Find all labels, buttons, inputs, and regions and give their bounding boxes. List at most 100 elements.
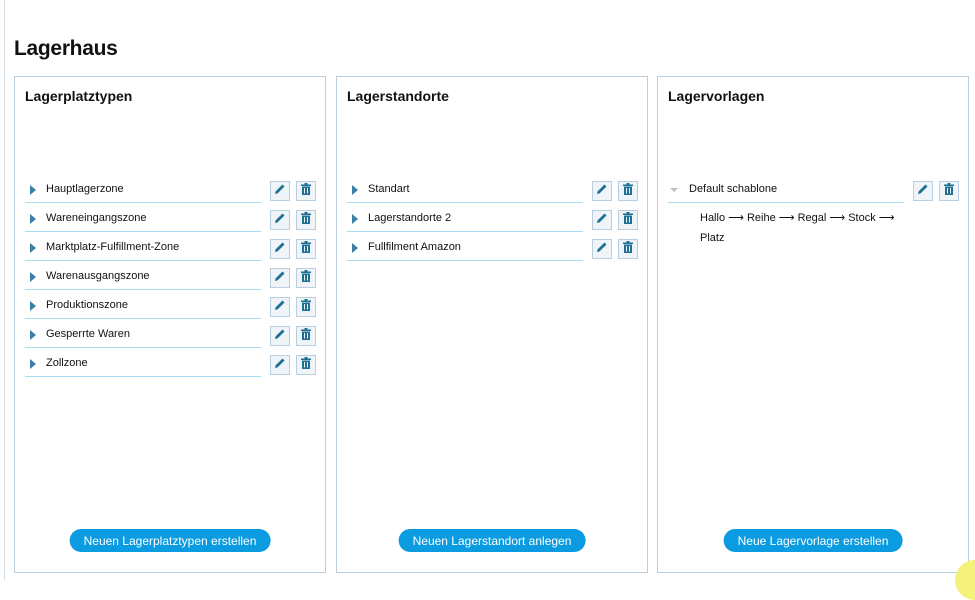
pencil-icon xyxy=(274,269,286,287)
delete-button[interactable] xyxy=(296,268,316,288)
list-item[interactable]: Wareneingangszone xyxy=(25,207,316,236)
page-left-border xyxy=(4,0,5,580)
list-item[interactable]: Marktplatz-Fulfillment-Zone xyxy=(25,236,316,265)
caret-right-icon[interactable] xyxy=(352,214,358,224)
edit-button[interactable] xyxy=(270,326,290,346)
pencil-icon xyxy=(917,182,929,200)
pencil-icon xyxy=(274,327,286,345)
edit-button[interactable] xyxy=(270,239,290,259)
panel-title: Lagerplatztypen xyxy=(25,88,133,104)
edit-button[interactable] xyxy=(913,181,933,201)
template-path: Hallo ⟶ Reihe ⟶ Regal ⟶ Stock ⟶ Platz xyxy=(700,212,895,244)
trash-icon xyxy=(301,211,311,229)
delete-button[interactable] xyxy=(296,297,316,317)
trash-icon xyxy=(301,356,311,374)
caret-down-icon[interactable] xyxy=(670,188,678,192)
delete-button[interactable] xyxy=(618,181,638,201)
list-item[interactable]: Hauptlagerzone xyxy=(25,178,316,207)
trash-icon xyxy=(301,269,311,287)
list-item[interactable]: Gesperrte Waren xyxy=(25,323,316,352)
edit-button[interactable] xyxy=(270,297,290,317)
page-title: Lagerhaus xyxy=(14,37,118,60)
panel-title: Lagerstandorte xyxy=(347,88,449,104)
caret-right-icon[interactable] xyxy=(352,185,358,195)
create-button[interactable]: Neuen Lagerstandort anlegen xyxy=(398,529,586,552)
edit-button[interactable] xyxy=(270,268,290,288)
list-item[interactable]: Standart xyxy=(347,178,638,207)
item-name: Standart xyxy=(368,183,410,195)
panel-lagerstandorte: Lagerstandorte Standart Lagerstandorte 2 … xyxy=(336,76,648,573)
pencil-icon xyxy=(274,182,286,200)
delete-button[interactable] xyxy=(618,239,638,259)
pencil-icon xyxy=(596,211,608,229)
item-label[interactable]: Hauptlagerzone xyxy=(25,178,261,203)
pencil-icon xyxy=(274,211,286,229)
list-item[interactable]: Lagerstandorte 2 xyxy=(347,207,638,236)
item-name: Hauptlagerzone xyxy=(46,183,124,195)
delete-button[interactable] xyxy=(939,181,959,201)
item-name: Wareneingangszone xyxy=(46,212,147,224)
list-item[interactable]: Produktionszone xyxy=(25,294,316,323)
list-item[interactable]: Default schablone xyxy=(668,178,959,207)
item-list: Hauptlagerzone Wareneingangszone Marktpl… xyxy=(25,178,316,381)
edit-button[interactable] xyxy=(270,355,290,375)
pencil-icon xyxy=(274,298,286,316)
panel-lagervorlagen: Lagervorlagen Default schablone Hallo ⟶ R… xyxy=(657,76,969,573)
caret-right-icon[interactable] xyxy=(352,243,358,253)
trash-icon xyxy=(623,182,633,200)
item-label[interactable]: Standart xyxy=(347,178,583,203)
delete-button[interactable] xyxy=(296,326,316,346)
pencil-icon xyxy=(274,356,286,374)
item-name: Warenausgangszone xyxy=(46,270,150,282)
item-name: Gesperrte Waren xyxy=(46,328,130,340)
caret-right-icon[interactable] xyxy=(30,243,36,253)
create-button[interactable]: Neuen Lagerplatztypen erstellen xyxy=(69,529,271,552)
caret-right-icon[interactable] xyxy=(30,359,36,369)
list-item[interactable]: Zollzone xyxy=(25,352,316,381)
panel-lagerplatztypen: Lagerplatztypen Hauptlagerzone Wareneinga… xyxy=(14,76,326,573)
caret-right-icon[interactable] xyxy=(30,301,36,311)
item-label[interactable]: Marktplatz-Fulfillment-Zone xyxy=(25,236,261,261)
item-label[interactable]: Gesperrte Waren xyxy=(25,323,261,348)
item-list: Standart Lagerstandorte 2 Fullfilment Am… xyxy=(347,178,638,265)
item-label[interactable]: Wareneingangszone xyxy=(25,207,261,232)
edit-button[interactable] xyxy=(592,181,612,201)
item-list: Default schablone xyxy=(668,178,959,207)
trash-icon xyxy=(301,240,311,258)
edit-button[interactable] xyxy=(270,210,290,230)
item-label[interactable]: Zollzone xyxy=(25,352,261,377)
item-name: Lagerstandorte 2 xyxy=(368,212,452,224)
trash-icon xyxy=(623,240,633,258)
item-name: Produktionszone xyxy=(46,299,128,311)
create-button[interactable]: Neue Lagervorlage erstellen xyxy=(723,529,903,552)
list-item[interactable]: Fullfilment Amazon xyxy=(347,236,638,265)
item-name: Marktplatz-Fulfillment-Zone xyxy=(46,241,180,253)
delete-button[interactable] xyxy=(618,210,638,230)
trash-icon xyxy=(301,327,311,345)
delete-button[interactable] xyxy=(296,181,316,201)
delete-button[interactable] xyxy=(296,239,316,259)
item-label[interactable]: Warenausgangszone xyxy=(25,265,261,290)
delete-button[interactable] xyxy=(296,210,316,230)
caret-right-icon[interactable] xyxy=(30,214,36,224)
panel-title: Lagervorlagen xyxy=(668,88,765,104)
caret-right-icon[interactable] xyxy=(30,272,36,282)
item-name: Zollzone xyxy=(46,357,88,369)
item-name: Fullfilment Amazon xyxy=(368,241,461,253)
item-name: Default schablone xyxy=(689,183,778,195)
edit-button[interactable] xyxy=(592,210,612,230)
pencil-icon xyxy=(596,240,608,258)
pencil-icon xyxy=(274,240,286,258)
list-item[interactable]: Warenausgangszone xyxy=(25,265,316,294)
item-label[interactable]: Lagerstandorte 2 xyxy=(347,207,583,232)
caret-right-icon[interactable] xyxy=(30,330,36,340)
caret-right-icon[interactable] xyxy=(30,185,36,195)
edit-button[interactable] xyxy=(270,181,290,201)
item-label[interactable]: Default schablone xyxy=(668,178,904,203)
delete-button[interactable] xyxy=(296,355,316,375)
item-label[interactable]: Fullfilment Amazon xyxy=(347,236,583,261)
trash-icon xyxy=(623,211,633,229)
item-label[interactable]: Produktionszone xyxy=(25,294,261,319)
pencil-icon xyxy=(596,182,608,200)
edit-button[interactable] xyxy=(592,239,612,259)
